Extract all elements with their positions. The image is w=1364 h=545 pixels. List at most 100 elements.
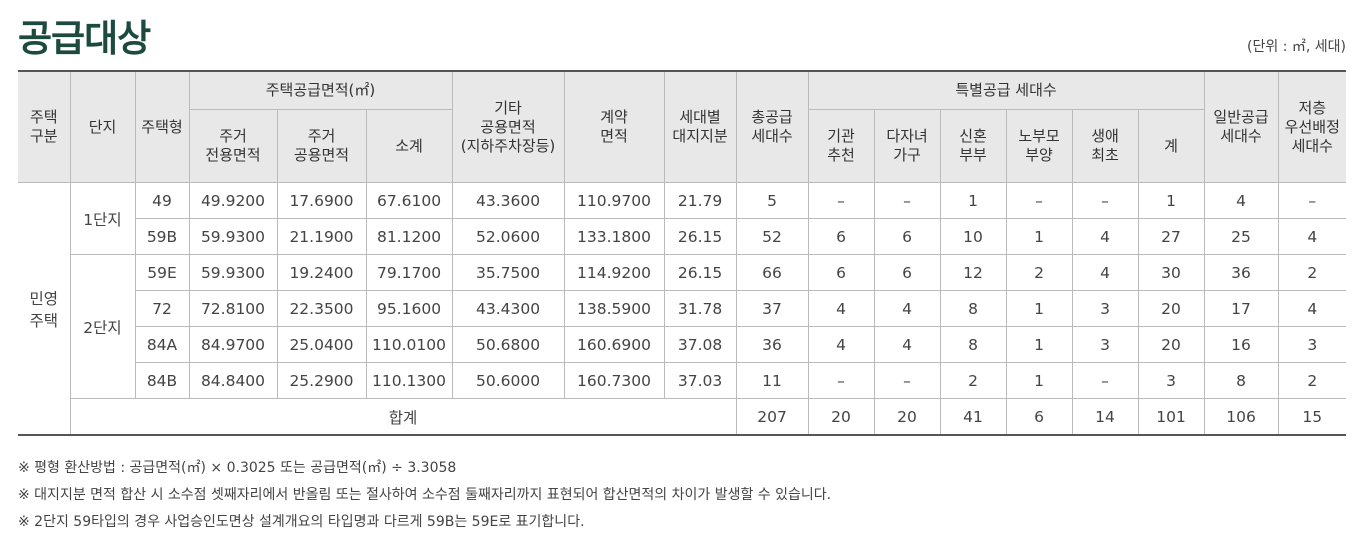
total-cell: 101 (1137, 398, 1205, 436)
table-cell: 5 (735, 182, 809, 219)
table-cell: 1 (939, 182, 1007, 219)
table-cell: 4 (873, 326, 941, 363)
page-title: 공급대상 (18, 17, 151, 60)
table-cell: 2 (1277, 254, 1347, 291)
table-cell: 22.3500 (276, 290, 367, 327)
table-cell: 26.15 (663, 254, 737, 291)
header-elderly: 노부모 부양 (1005, 109, 1073, 183)
table-cell: 72 (135, 290, 190, 327)
header-total-supply: 총공급 세대수 (735, 70, 809, 183)
table-cell: 3 (1071, 326, 1139, 363)
table-cell: 4 (807, 326, 875, 363)
table-cell: 138.5900 (563, 290, 665, 327)
table-cell: – (1071, 362, 1139, 399)
table-cell: 8 (1203, 362, 1279, 399)
table-cell: 49 (134, 182, 190, 219)
table-cell: 1 (1005, 362, 1073, 399)
table-cell: 6 (873, 254, 941, 291)
table-cell: 81.1200 (365, 218, 453, 255)
header-other-common: 기타 공용면적 (지하주차장등) (451, 70, 565, 183)
header-contract-area: 계약 면적 (563, 70, 665, 183)
table-cell: 20 (1137, 326, 1205, 363)
table-cell: – (873, 362, 941, 399)
table-cell: 25.2900 (276, 362, 367, 399)
table-cell: 3 (1277, 326, 1347, 363)
table-cell: – (807, 182, 875, 219)
table-cell: 31.78 (663, 290, 737, 327)
table-cell: 37 (735, 290, 809, 327)
table-cell: 59B (135, 218, 190, 255)
header-institution: 기관 추천 (807, 109, 875, 183)
table-cell: 1 (1005, 290, 1073, 327)
table-cell: 4 (1277, 218, 1347, 255)
table-cell: 2 (939, 362, 1007, 399)
table-cell: 2 (1277, 362, 1347, 399)
total-cell: 14 (1071, 398, 1139, 436)
unit-label: (단위 : ㎡, 세대) (1247, 39, 1346, 55)
table-cell: – (807, 362, 875, 399)
table-cell: 8 (939, 290, 1007, 327)
header-house-type-group: 주택 구분 (18, 70, 71, 183)
header-house-type: 주택형 (134, 70, 190, 183)
table-cell: 4 (1071, 254, 1139, 291)
table-cell: 26.15 (663, 218, 737, 255)
table-row: 민영 주택 1단지 49 49.9200 17.6900 67.6100 43.… (18, 182, 1347, 436)
table-cell: 114.9200 (563, 254, 665, 291)
group-cell: 민영 주택 (18, 182, 71, 436)
header-subtotal: 소계 (365, 109, 453, 183)
table-cell: 17 (1203, 290, 1279, 327)
table-cell: 20 (1137, 290, 1205, 327)
table-cell: – (1005, 182, 1073, 219)
table-cell: 49.9200 (188, 182, 278, 219)
table-cell: 10 (939, 218, 1007, 255)
header-first-time: 생애 최초 (1071, 109, 1139, 183)
table-cell: 17.6900 (276, 182, 367, 219)
table-cell: 12 (939, 254, 1007, 291)
table-cell: 35.7500 (451, 254, 565, 291)
table-cell: 50.6000 (451, 362, 565, 399)
table-cell: 59.9300 (188, 254, 278, 291)
header-low-floor: 저층 우선배정 세대수 (1277, 70, 1347, 183)
table-row: 2단지 59E 59.9300 19.2400 79.1700 35.7500 … (18, 254, 1347, 399)
header-residential-common: 주거 공용면적 (276, 109, 367, 183)
table-cell: 84.9700 (188, 326, 278, 363)
table-cell: 84A (135, 326, 190, 363)
total-label: 합계 (70, 398, 737, 436)
table-cell: 8 (939, 326, 1007, 363)
table-cell: 4 (1203, 182, 1279, 219)
table-cell: 79.1700 (365, 254, 453, 291)
table-cell: – (1277, 182, 1347, 219)
complex-cell: 2단지 (70, 254, 136, 399)
note: ※ 대지지분 면적 합산 시 소수점 셋째자리에서 반올림 또는 절사하여 소수… (18, 487, 832, 503)
table-row: 72 72.8100 22.3500 95.1600 43.4300 138.5… (18, 290, 1347, 327)
total-cell: 106 (1203, 398, 1279, 436)
table-row: 84A 84.9700 25.0400 110.0100 50.6800 160… (18, 326, 1347, 363)
table-cell: 1 (1005, 218, 1073, 255)
table-cell: 84B (135, 362, 190, 399)
table-cell: 6 (873, 218, 941, 255)
table-cell: 25.0400 (276, 326, 367, 363)
table-cell: – (1071, 182, 1139, 219)
table-cell: 110.0100 (365, 326, 453, 363)
header-residential-private: 주거 전용면적 (189, 109, 278, 183)
table-cell: 95.1600 (365, 290, 453, 327)
total-cell: 20 (807, 398, 875, 436)
table-cell: 160.6900 (563, 326, 665, 363)
table-row: 59B 59.9300 21.1900 81.1200 52.0600 133.… (18, 218, 1347, 255)
table-cell: 59E (134, 254, 190, 291)
table-cell: 6 (807, 218, 875, 255)
table-cell: 4 (1071, 218, 1139, 255)
note: ※ 2단지 59타입의 경우 사업승인도면상 설계개요의 타입명과 다르게 59… (18, 514, 585, 530)
table-header: 주택 구분 단지 주택형 주택공급면적(㎡) 기타 공용면적 (지하주차장등) … (18, 70, 1347, 183)
header-special-supply: 특별공급 세대수 (807, 70, 1205, 110)
table-cell: 1 (1005, 326, 1073, 363)
header-complex: 단지 (69, 70, 136, 183)
table-cell: 1 (1137, 182, 1205, 219)
table-cell: 37.08 (663, 326, 737, 363)
table-cell: 67.6100 (365, 182, 453, 219)
table-cell: 37.03 (663, 362, 737, 399)
header-general-supply: 일반공급 세대수 (1203, 70, 1279, 183)
total-cell: 15 (1277, 398, 1347, 436)
header-special-total: 계 (1137, 109, 1205, 183)
total-row: 합계 207 20 20 41 6 14 101 106 15 (18, 398, 1347, 436)
